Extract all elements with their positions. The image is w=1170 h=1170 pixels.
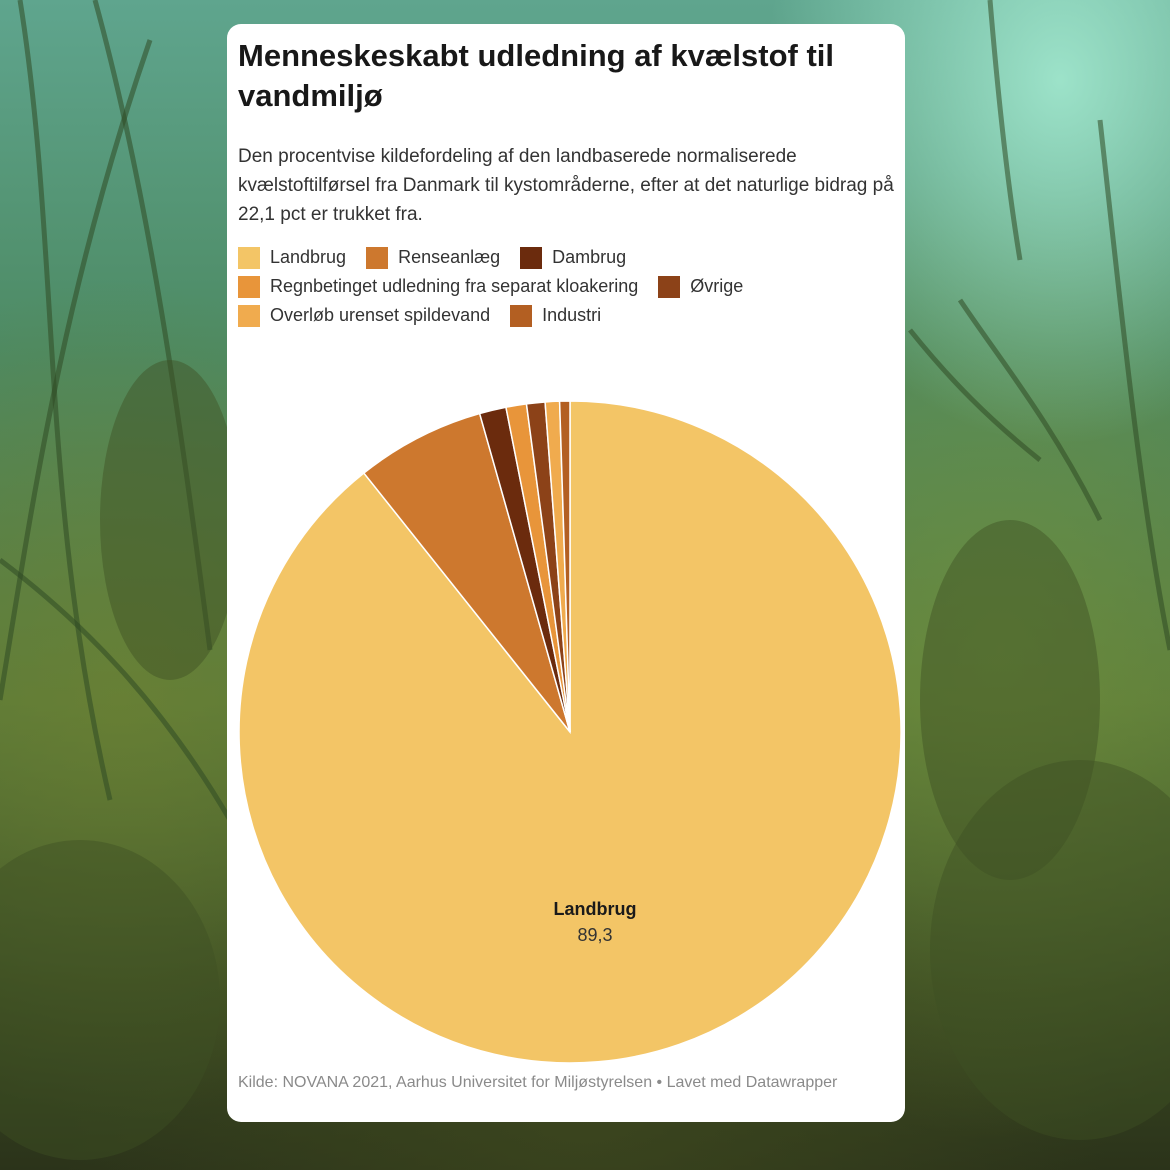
legend-item: Industri [510, 304, 602, 327]
legend-label: Overløb urenset spildevand [270, 305, 491, 325]
legend-item: Landbrug [238, 246, 347, 269]
legend-label: Regnbetinget udledning fra separat kloak… [270, 276, 639, 296]
legend-swatch [238, 246, 260, 269]
legend-item: Dambrug [520, 246, 627, 269]
legend-swatch [520, 246, 543, 269]
legend-label: Industri [542, 305, 602, 325]
slice-label: Landbrug [554, 899, 637, 919]
legend-label: Renseanlæg [398, 247, 501, 267]
legend-label: Landbrug [270, 247, 347, 267]
legend-row: Regnbetinget udledning fra separat kloak… [238, 272, 898, 301]
chart-card: Menneskeskabt udledning af kvælstof til … [227, 24, 905, 1122]
legend-swatch [238, 304, 260, 327]
chart-subtitle: Den procentvise kildefordeling af den la… [238, 146, 894, 225]
legend-row: Landbrug Renseanlæg Dambrug [238, 243, 898, 272]
chart-title: Menneskeskabt udledning af kvælstof til … [238, 38, 835, 113]
pie-slice [558, 400, 571, 733]
legend-item: Renseanlæg [366, 246, 501, 269]
legend-swatch [658, 275, 681, 298]
legend-swatch [366, 246, 389, 269]
pie-chart: Landbrug 89,3 [238, 400, 902, 1064]
legend-swatch [510, 304, 533, 327]
legend-label: Øvrige [690, 276, 744, 296]
pie-slice [362, 412, 571, 733]
legend-row: Overløb urenset spildevand Industri [238, 301, 898, 330]
slice-value-label: 89,3 [577, 925, 612, 945]
legend-swatch [238, 275, 260, 298]
source-footer: Kilde: NOVANA 2021, Aarhus Universitet f… [238, 1074, 838, 1091]
chart-legend: Landbrug Renseanlæg Dambrug Regnbetinget ud… [238, 243, 898, 330]
legend-label: Dambrug [552, 247, 627, 267]
legend-item: Overløb urenset spildevand [238, 304, 491, 327]
legend-item: Regnbetinget udledning fra separat kloak… [238, 275, 639, 298]
legend-item: Øvrige [658, 275, 744, 298]
